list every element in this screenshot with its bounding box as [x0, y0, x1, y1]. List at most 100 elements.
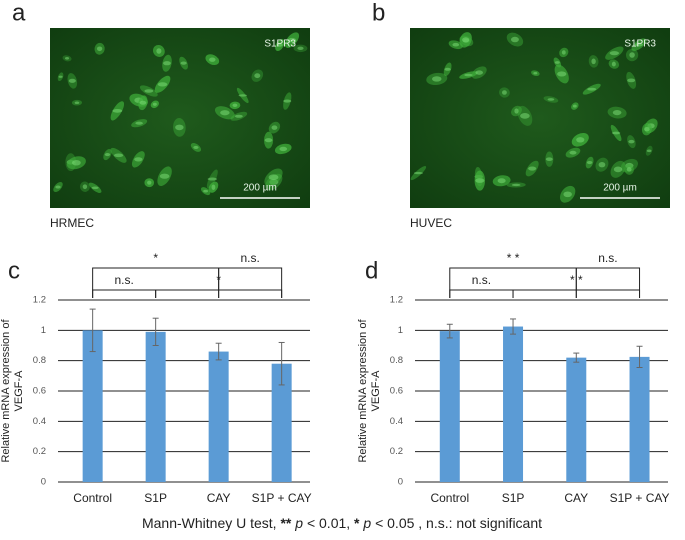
y-tick-label: 1	[41, 325, 46, 336]
y-tick-label: 0.2	[390, 446, 403, 457]
significance-bracket	[575, 267, 641, 298]
cell-nucleus	[82, 184, 88, 190]
x-tick-label: S1P	[502, 491, 525, 505]
panel-letter: b	[372, 0, 385, 26]
error-bar	[89, 308, 96, 353]
cell-nucleus	[144, 89, 154, 93]
y-tick-label: 0	[398, 477, 403, 488]
cell-nucleus	[432, 76, 442, 82]
bar	[439, 331, 460, 482]
y-tick-label: 0.4	[33, 416, 46, 427]
significance-label: n.s.	[240, 251, 259, 265]
cell-nucleus	[452, 42, 460, 47]
cell-nucleus	[611, 61, 616, 67]
cell-nucleus	[533, 71, 538, 75]
cell-nucleus	[96, 46, 103, 52]
cell-nucleus	[511, 183, 521, 187]
cell-nucleus	[413, 171, 423, 175]
error-bar	[278, 341, 285, 386]
x-tick-label: S1P + CAY	[610, 491, 670, 505]
cell-nucleus	[254, 73, 261, 79]
cell-nucleus	[112, 108, 123, 113]
cell-nucleus	[501, 90, 507, 95]
y-tick-label: 0	[41, 477, 46, 488]
y-axis-label-line: Relative mRNA expression of	[0, 319, 12, 463]
cell-nucleus	[547, 98, 555, 101]
panel-letter: a	[12, 0, 26, 26]
cell-nucleus	[264, 138, 273, 143]
y-tick-label: 0.8	[33, 355, 46, 366]
significance-label: n.s.	[472, 273, 491, 287]
cell-nucleus	[297, 46, 304, 51]
cell-nucleus	[271, 125, 278, 130]
y-tick-label: 0.6	[390, 386, 403, 397]
cell-nucleus	[91, 186, 99, 190]
cell-nucleus	[569, 150, 577, 155]
x-tick-label: S1P	[144, 491, 167, 505]
footnote: Mann-Whitney U test, ** p < 0.01, * p < …	[142, 515, 542, 531]
cell-nucleus	[628, 139, 635, 144]
cell-nucleus	[462, 37, 470, 43]
cell-nucleus	[444, 67, 451, 71]
cell-nucleus	[134, 157, 143, 162]
significance-label: * *	[507, 251, 520, 265]
cell-nucleus	[644, 127, 650, 132]
cell-nucleus	[113, 153, 124, 158]
panel-letter: c	[8, 257, 20, 284]
footnote-text: < 0.05 , n.s.: not significant	[375, 515, 542, 531]
footnote-text: p	[294, 515, 303, 531]
cell-nucleus	[609, 51, 620, 56]
micrograph-background	[410, 28, 670, 208]
cell-nucleus	[554, 61, 560, 64]
cell-nucleus	[475, 70, 483, 75]
cell-nucleus	[209, 57, 216, 62]
image-caption: HUVEC	[410, 216, 452, 230]
cell-nucleus	[646, 149, 652, 153]
marker-label: S1PR3	[264, 39, 296, 50]
y-tick-label: 0.8	[390, 355, 403, 366]
cell-nucleus	[232, 103, 238, 108]
cell-nucleus	[634, 42, 643, 47]
bar	[82, 330, 103, 482]
cell-nucleus	[159, 173, 170, 179]
footnote-text: < 0.01,	[307, 515, 350, 531]
cell-nucleus	[587, 87, 597, 91]
bar	[208, 351, 229, 482]
bar	[503, 326, 524, 482]
footnote-text: **	[280, 515, 291, 531]
y-tick-label: 0.4	[390, 416, 403, 427]
cell-nucleus	[207, 177, 218, 181]
cell-nucleus	[520, 112, 530, 119]
cell-nucleus	[563, 191, 572, 198]
cell-nucleus	[276, 43, 283, 47]
x-tick-label: CAY	[564, 491, 588, 505]
y-axis-label: Relative mRNA expression ofVEGF-A	[0, 319, 25, 463]
x-tick-label: Control	[430, 491, 469, 505]
cell-nucleus	[203, 189, 209, 193]
cell-nucleus	[626, 167, 632, 172]
cell-nucleus	[135, 121, 143, 125]
cell-nucleus	[611, 131, 621, 135]
cell-nucleus	[152, 102, 157, 106]
scale-label: 200 µm	[243, 183, 277, 194]
cell-nucleus	[613, 166, 623, 173]
cell-nucleus	[287, 37, 297, 43]
cell-nucleus	[268, 174, 279, 181]
y-tick-label: 1.2	[33, 295, 46, 306]
scale-label: 200 µm	[603, 183, 637, 194]
micrograph	[50, 28, 310, 208]
cell-nucleus	[279, 146, 288, 152]
significance-label: n.s.	[598, 251, 617, 265]
cell-nucleus	[561, 50, 566, 55]
cell-nucleus	[64, 56, 70, 60]
cell-nucleus	[220, 110, 230, 116]
cell-nucleus	[612, 109, 622, 116]
bar	[145, 331, 166, 482]
y-axis-label-line: Relative mRNA expression of	[357, 319, 369, 463]
cell-nucleus	[576, 137, 585, 143]
y-axis-label-line: VEGF-A	[13, 370, 25, 412]
y-axis-label-line: VEGF-A	[370, 370, 382, 412]
error-bar	[510, 318, 517, 335]
error-bar	[573, 352, 580, 363]
